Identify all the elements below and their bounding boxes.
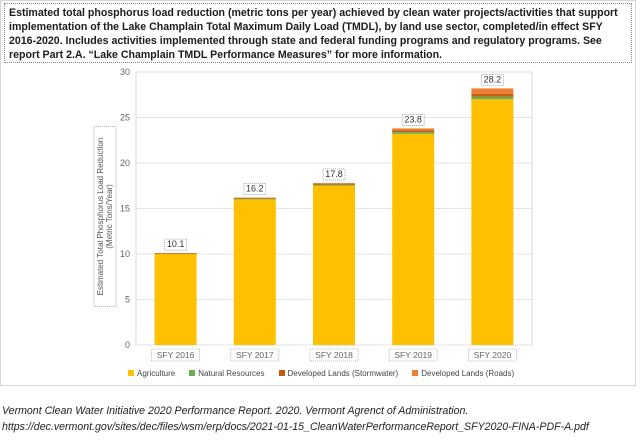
figure-frame: [0, 0, 636, 386]
y-tick-label: 10: [120, 249, 130, 259]
x-tick-label: SFY 2019: [394, 350, 432, 360]
legend-item: Developed Lands (Roads): [412, 369, 514, 378]
legend-item: Natural Resources: [189, 368, 265, 378]
total-data-label: 28.2: [484, 74, 502, 84]
legend-label: Developed Lands (Roads): [421, 368, 515, 378]
total-label-box: [164, 238, 188, 251]
total-label-box: [401, 114, 425, 126]
caption-line-1: Vermont Clean Water Initiative 2020 Perf…: [2, 405, 469, 417]
y-tick-label: 5: [125, 295, 130, 305]
total-data-label: 16.2: [246, 184, 264, 194]
bar-developed-stormwater: [233, 198, 276, 199]
bar-natural-resources: [233, 198, 276, 200]
y-axis-label-box: [93, 126, 117, 307]
bar-agriculture: [392, 133, 435, 345]
header-text: Estimated total phosphorus load reductio…: [9, 7, 618, 61]
bar-natural-resources: [313, 184, 355, 186]
chart-legend: Agriculture Natural Resources Developed La…: [128, 365, 548, 381]
x-tick-label: SFY 2016: [157, 350, 195, 360]
x-tick-label-box: [467, 348, 517, 362]
stacked-bar-chart: 0 5 10 15 20 25 30 Estimated Total Phosphorus L…: [93, 67, 533, 362]
x-tick-label: SFY 2020: [474, 350, 512, 360]
y-axis-label-line-1: Estimated Total Phosphorus Load Reductio…: [96, 138, 105, 296]
bar-developed-roads: [313, 183, 355, 184]
figure-header: Estimated total phosphorus load reductio…: [4, 3, 632, 63]
legend-swatch: [189, 370, 196, 376]
bar-agriculture: [313, 185, 355, 345]
caption-line-2: https://dec.vermont.gov/sites/dec/files/…: [2, 421, 589, 433]
y-tick-label: 0: [125, 340, 130, 350]
legend-swatch: [412, 370, 419, 376]
bar-developed-stormwater: [471, 93, 514, 97]
bar-natural-resources: [392, 132, 435, 134]
legend-swatch: [278, 370, 285, 376]
x-tick-label: SFY 2017: [236, 350, 274, 360]
bar-developed-roads: [233, 197, 276, 199]
total-label-box: [243, 183, 267, 195]
y-tick-label: 25: [120, 113, 130, 123]
x-tick-label-box: [230, 348, 280, 362]
bar-developed-roads: [471, 88, 514, 94]
bar-developed-stormwater: [392, 130, 435, 133]
total-data-label: 17.8: [325, 169, 343, 179]
legend-label: Developed Lands (Stormwater): [287, 368, 399, 378]
bar-developed-roads: [392, 128, 435, 131]
y-tick-label: 30: [120, 67, 130, 77]
bar-developed-stormwater: [313, 183, 355, 185]
x-tick-label: SFY 2018: [315, 350, 353, 360]
bar-agriculture: [154, 254, 197, 345]
legend-swatch: [128, 370, 134, 376]
y-tick-label: 20: [120, 158, 130, 168]
bar-natural-resources: [471, 96, 514, 100]
bar-agriculture: [471, 99, 514, 345]
total-data-label: 23.8: [404, 114, 422, 124]
y-tick-label: 15: [120, 204, 130, 214]
total-data-label: 10.1: [167, 239, 185, 249]
legend-label: Agriculture: [137, 368, 176, 378]
y-axis-label-line-2: (Metric Tons/Year): [105, 184, 114, 249]
bar-agriculture: [233, 199, 276, 345]
x-tick-label-box: [309, 348, 359, 362]
legend-label: Natural Resources: [198, 368, 265, 378]
total-label-box: [322, 168, 346, 181]
bar-developed-roads: [154, 253, 197, 254]
legend-item: Agriculture: [128, 369, 175, 378]
legend-item: Developed Lands (Stormwater): [278, 368, 399, 378]
total-label-box: [480, 73, 504, 86]
source-caption: Vermont Clean Water Initiative 2020 Perf…: [2, 403, 638, 435]
x-tick-label-box: [151, 348, 201, 362]
x-tick-label-box: [388, 348, 438, 362]
